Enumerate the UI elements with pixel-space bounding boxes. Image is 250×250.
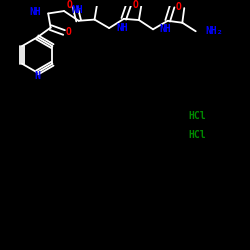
Text: NH: NH xyxy=(160,24,172,34)
Text: NH₂: NH₂ xyxy=(205,26,222,36)
Text: O: O xyxy=(66,28,71,38)
Text: NH: NH xyxy=(71,5,83,15)
Text: N: N xyxy=(34,71,40,81)
Text: NH: NH xyxy=(116,22,128,32)
Text: HCl: HCl xyxy=(188,130,206,140)
Text: NH: NH xyxy=(30,7,41,17)
Text: O: O xyxy=(132,0,138,10)
Text: O: O xyxy=(66,0,72,10)
Text: O: O xyxy=(176,2,182,12)
Text: HCl: HCl xyxy=(188,111,206,121)
